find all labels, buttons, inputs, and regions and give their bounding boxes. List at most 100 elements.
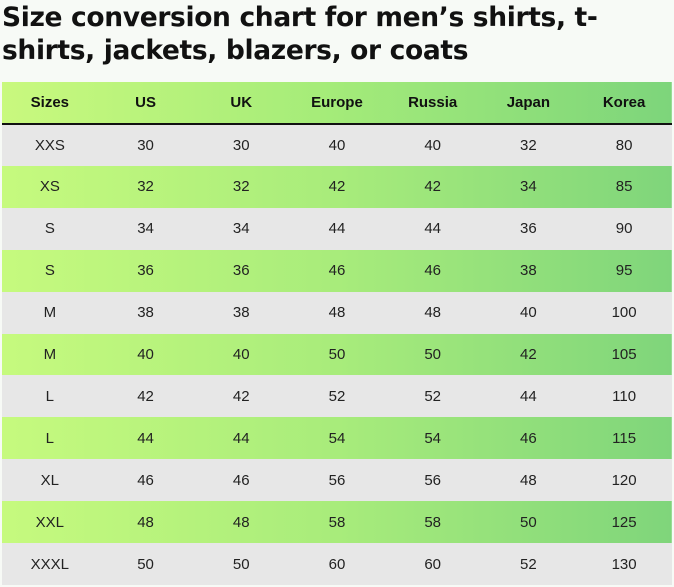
cell-uk: 48 xyxy=(232,513,250,531)
cell-size: XL xyxy=(40,471,60,489)
cell-russia: 40 xyxy=(424,136,441,154)
table-row: XL 46 46 56 56 48 120 xyxy=(2,459,672,502)
header-korea: Korea xyxy=(576,82,672,125)
cell-uk: 32 xyxy=(232,178,250,196)
header-sizes: Sizes xyxy=(2,82,98,125)
cell-japan: 32 xyxy=(520,136,537,154)
cell-europe: 50 xyxy=(328,345,346,363)
table-row: XXL 48 48 58 58 50 125 xyxy=(2,501,672,544)
header-us: US xyxy=(97,82,194,125)
cell-russia: 58 xyxy=(424,513,441,531)
cell-russia: 52 xyxy=(424,387,441,405)
cell-europe: 56 xyxy=(328,471,346,489)
cell-japan: 42 xyxy=(520,345,537,363)
cell-russia: 48 xyxy=(424,304,441,322)
cell-russia: 50 xyxy=(424,345,441,363)
cell-size: S xyxy=(44,220,55,238)
cell-korea: 125 xyxy=(611,513,637,531)
cell-uk: 42 xyxy=(232,387,250,405)
cell-size: XXS xyxy=(34,136,65,154)
cell-japan: 40 xyxy=(520,304,537,322)
cell-size: XXXL xyxy=(30,555,70,573)
cell-korea: 95 xyxy=(615,262,633,280)
header-uk: UK xyxy=(193,82,290,125)
cell-russia: 54 xyxy=(424,429,441,447)
cell-japan: 46 xyxy=(520,429,537,447)
cell-us: 46 xyxy=(137,471,154,489)
cell-us: 50 xyxy=(137,555,154,573)
cell-uk: 40 xyxy=(232,345,250,363)
cell-korea: 130 xyxy=(611,555,637,573)
cell-korea: 90 xyxy=(615,220,633,238)
table-row: L 42 42 52 52 44 110 xyxy=(2,375,672,418)
table-row: M 38 38 48 48 40 100 xyxy=(2,291,672,334)
cell-uk: 44 xyxy=(232,429,250,447)
table-body: XXS 30 30 40 40 32 80 XS 32 32 42 42 34 85 S 34 34 44 44 36… xyxy=(2,124,672,585)
table-row: XS 32 32 42 42 34 85 xyxy=(2,165,672,208)
cell-korea: 110 xyxy=(612,387,637,405)
cell-us: 34 xyxy=(137,220,154,238)
cell-europe: 44 xyxy=(328,220,346,238)
size-conversion-table: Sizes US UK Europe Russia Japan Korea XX… xyxy=(2,82,672,585)
cell-size: XXL xyxy=(35,513,65,531)
cell-korea: 85 xyxy=(615,178,633,196)
cell-europe: 42 xyxy=(328,178,346,196)
cell-us: 44 xyxy=(137,429,154,447)
cell-russia: 42 xyxy=(424,178,441,196)
cell-japan: 50 xyxy=(520,513,537,531)
table-row: XXXL 50 50 60 60 52 130 xyxy=(2,543,672,585)
cell-japan: 48 xyxy=(520,471,537,489)
table-header: Sizes US UK Europe Russia Japan Korea xyxy=(2,82,672,125)
cell-korea: 100 xyxy=(611,304,637,322)
table-row: L 44 44 54 54 46 115 xyxy=(2,417,672,460)
cell-korea: 115 xyxy=(612,429,637,447)
cell-russia: 44 xyxy=(424,220,441,238)
cell-japan: 52 xyxy=(520,555,537,573)
cell-uk: 46 xyxy=(232,471,250,489)
cell-uk: 34 xyxy=(232,220,250,238)
cell-us: 40 xyxy=(137,345,154,363)
cell-us: 36 xyxy=(137,262,154,280)
cell-us: 42 xyxy=(137,387,154,405)
cell-uk: 30 xyxy=(232,136,250,154)
table-row: M 40 40 50 50 42 105 xyxy=(2,333,672,376)
cell-size: S xyxy=(44,262,55,280)
cell-japan: 44 xyxy=(520,387,537,405)
cell-europe: 54 xyxy=(328,429,346,447)
cell-us: 38 xyxy=(137,304,154,322)
cell-russia: 56 xyxy=(424,471,441,489)
cell-korea: 105 xyxy=(611,345,637,363)
cell-size: L xyxy=(45,387,55,405)
cell-uk: 36 xyxy=(232,262,250,280)
cell-korea: 120 xyxy=(611,471,637,489)
cell-europe: 58 xyxy=(328,513,346,531)
cell-japan: 34 xyxy=(520,178,537,196)
header-japan: Japan xyxy=(480,82,577,125)
cell-europe: 48 xyxy=(328,304,346,322)
cell-russia: 60 xyxy=(424,555,441,573)
cell-japan: 36 xyxy=(520,220,537,238)
cell-size: M xyxy=(43,304,57,322)
table-row: XXS 30 30 40 40 32 80 xyxy=(2,124,672,166)
cell-size: L xyxy=(45,429,55,447)
table-row: S 34 34 44 44 36 90 xyxy=(2,207,672,250)
cell-russia: 46 xyxy=(424,262,441,280)
cell-korea: 80 xyxy=(615,136,633,154)
cell-size: M xyxy=(43,345,57,363)
header-row: Sizes US UK Europe Russia Japan Korea xyxy=(2,82,672,125)
page-title: Size conversion chart for men’s shirts, … xyxy=(2,2,598,66)
size-conversion-table-container: Sizes US UK Europe Russia Japan Korea XX… xyxy=(2,82,672,585)
header-russia: Russia xyxy=(384,82,481,125)
table-row: S 36 36 46 46 38 95 xyxy=(2,249,672,292)
cell-us: 48 xyxy=(137,513,154,531)
cell-size: XS xyxy=(39,178,60,196)
cell-japan: 38 xyxy=(520,262,537,280)
cell-us: 32 xyxy=(137,178,154,196)
cell-europe: 60 xyxy=(328,555,346,573)
cell-uk: 50 xyxy=(232,555,250,573)
cell-europe: 40 xyxy=(328,136,346,154)
cell-europe: 52 xyxy=(328,387,346,405)
cell-us: 30 xyxy=(137,136,154,154)
cell-uk: 38 xyxy=(232,304,250,322)
header-europe: Europe xyxy=(289,82,385,125)
